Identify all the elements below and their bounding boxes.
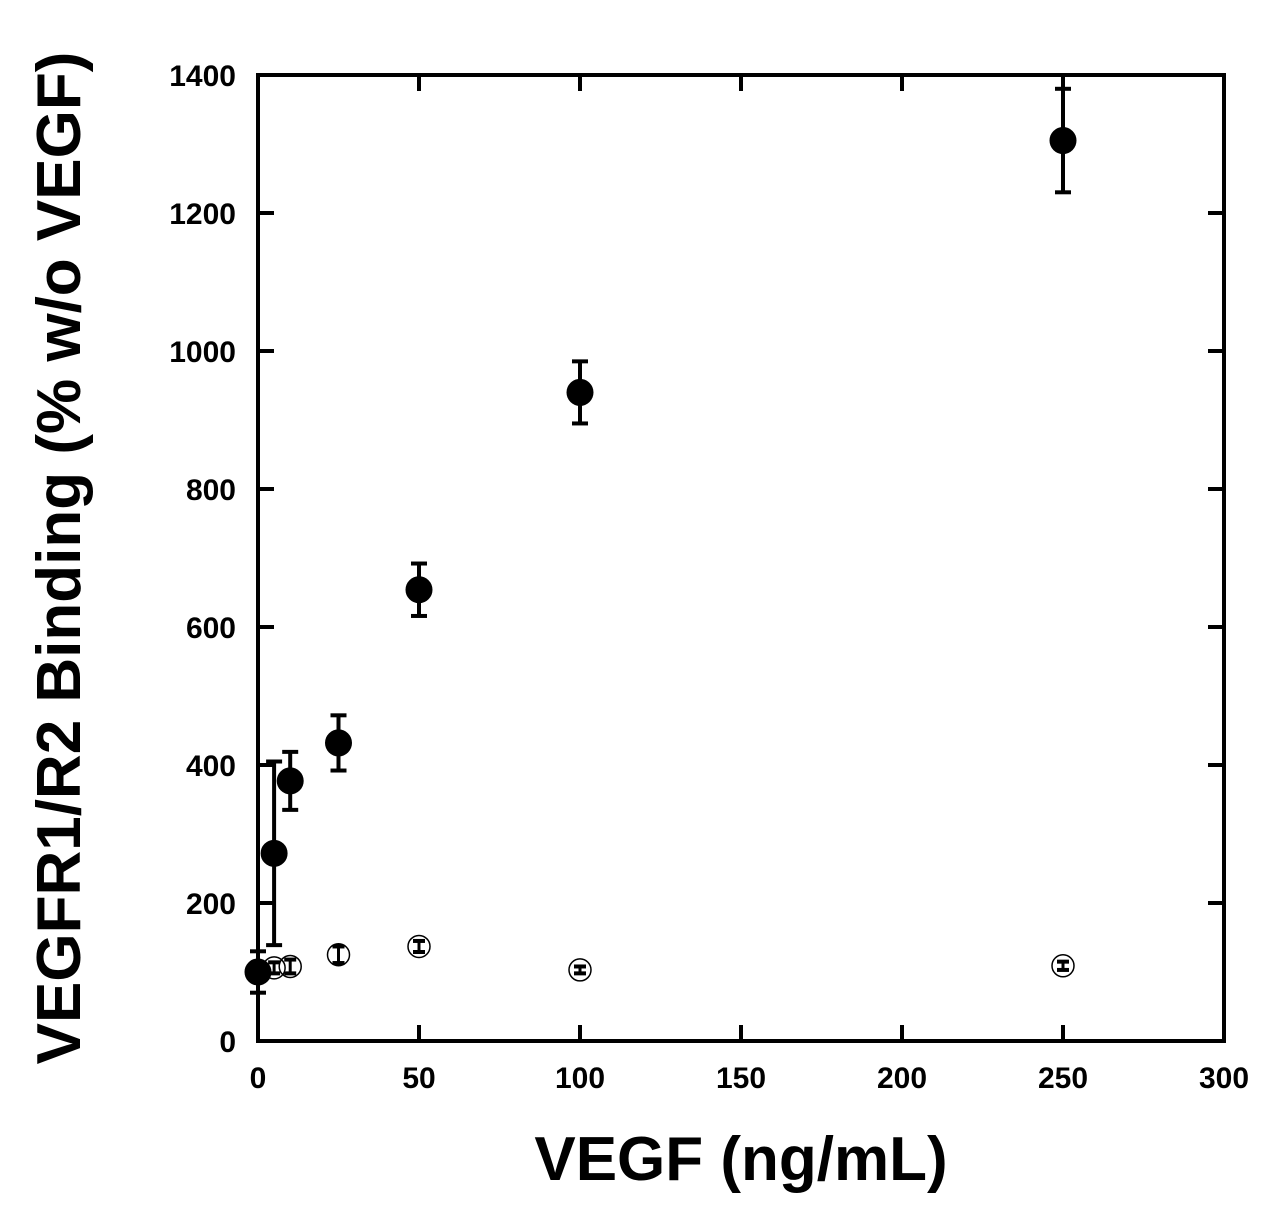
open-data-point bbox=[1051, 954, 1075, 978]
y-tick-label: 800 bbox=[186, 474, 236, 507]
filled-data-point bbox=[325, 729, 352, 757]
y-tick-label: 0 bbox=[219, 1026, 236, 1059]
y-tick-label: 1200 bbox=[169, 198, 236, 231]
series-open bbox=[246, 934, 1075, 984]
axis-ticks bbox=[256, 73, 1226, 1043]
open-data-point bbox=[326, 943, 351, 967]
y-tick-label: 1000 bbox=[169, 336, 236, 369]
plot-frame bbox=[256, 73, 1226, 1043]
filled-data-point bbox=[260, 839, 288, 867]
x-tick-label: 50 bbox=[402, 1062, 435, 1095]
x-tick-label: 100 bbox=[555, 1062, 605, 1095]
open-data-point bbox=[568, 958, 592, 982]
filled-data-point bbox=[276, 767, 304, 795]
filled-data-point bbox=[566, 378, 594, 406]
x-axis-title: VEGF (ng/mL) bbox=[534, 1125, 947, 1194]
y-tick-label: 600 bbox=[186, 612, 236, 645]
x-tick-label: 250 bbox=[1038, 1062, 1088, 1095]
x-tick-label: 0 bbox=[250, 1062, 267, 1095]
data-series bbox=[244, 86, 1077, 995]
error-bar bbox=[284, 957, 297, 976]
y-tick-label: 200 bbox=[186, 888, 236, 921]
series-filled bbox=[244, 86, 1077, 995]
open-data-point bbox=[278, 954, 302, 979]
filled-data-point bbox=[1049, 127, 1077, 155]
error-bar bbox=[574, 964, 586, 976]
error-bar bbox=[1057, 959, 1069, 972]
error-bar bbox=[332, 944, 345, 966]
y-axis-title: VEGFR1/R2 Binding (% w/o VEGF) bbox=[25, 52, 94, 1065]
y-tick-label: 1400 bbox=[169, 60, 236, 93]
x-tick-label: 150 bbox=[716, 1062, 766, 1095]
x-tick-label: 200 bbox=[877, 1062, 927, 1095]
filled-data-point bbox=[405, 576, 433, 604]
axis-tick-labels: 0 50 100 150 200 250 300 0 200 400 600 800 1000 1200 1… bbox=[169, 60, 1249, 1095]
open-data-point bbox=[407, 934, 431, 959]
x-tick-label: 300 bbox=[1199, 1062, 1249, 1095]
y-tick-label: 400 bbox=[186, 750, 236, 783]
error-bar bbox=[413, 938, 425, 954]
